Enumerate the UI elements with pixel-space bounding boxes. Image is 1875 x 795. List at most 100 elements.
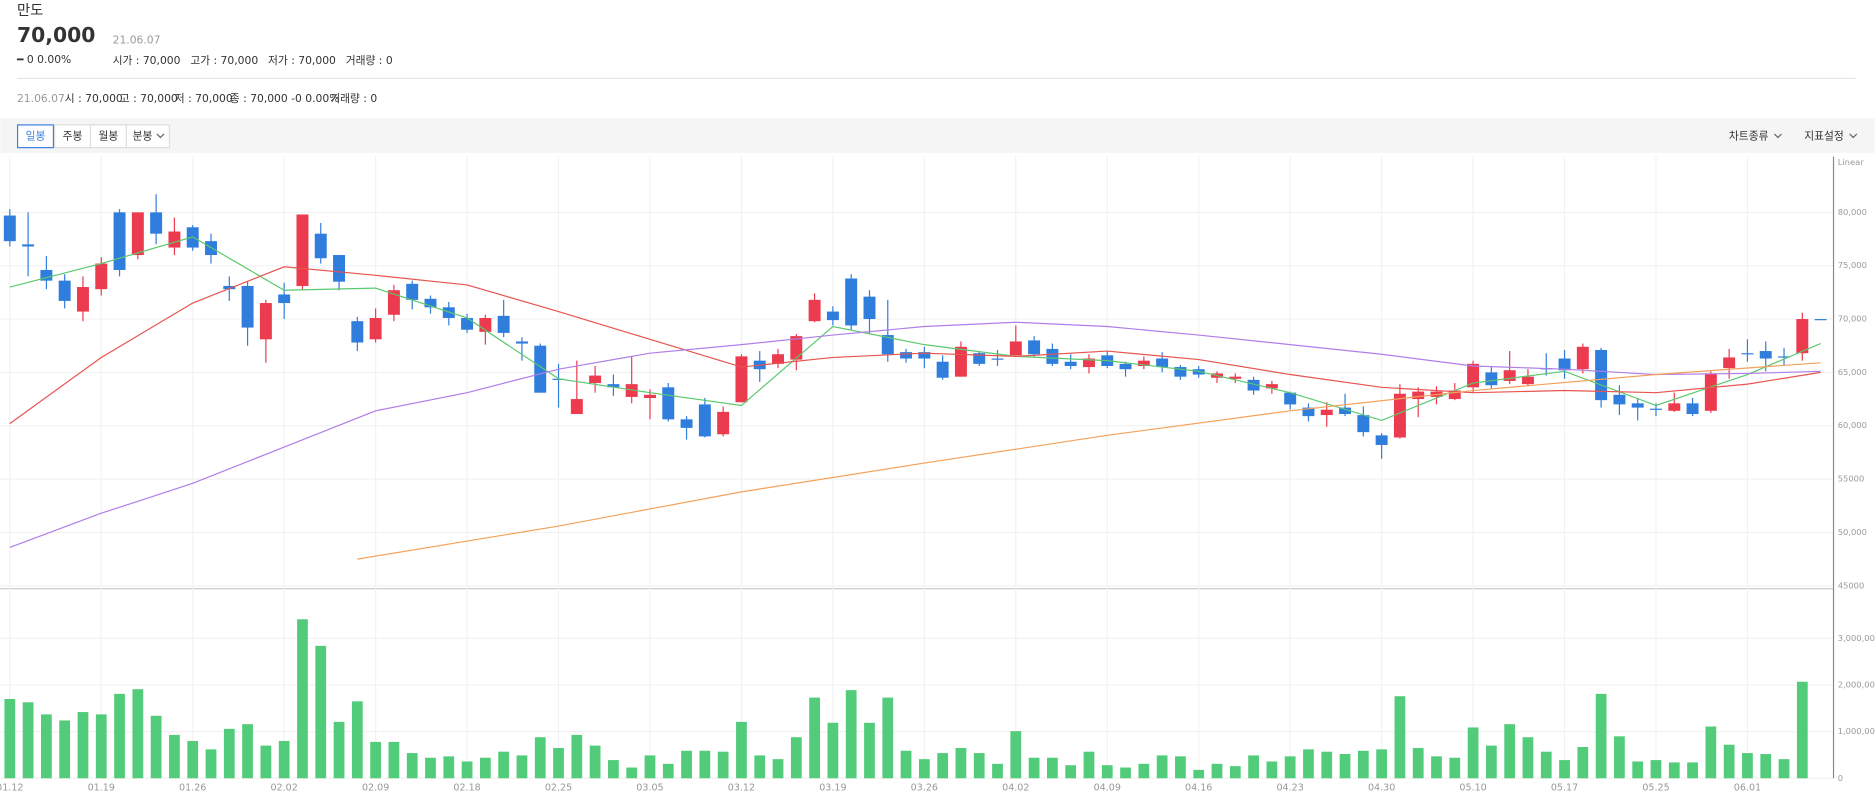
candle-body	[1393, 393, 1406, 438]
candle-body	[918, 352, 931, 359]
candle-body	[607, 384, 620, 388]
period-group	[54, 124, 170, 149]
volume-bar	[681, 750, 692, 779]
candle-body	[1778, 356, 1791, 358]
volume-bar	[278, 740, 290, 779]
volume-bar	[406, 753, 418, 779]
volume-bar	[1595, 693, 1607, 779]
x-tick-label: 04.23	[1276, 782, 1303, 793]
candle-body	[1650, 408, 1662, 410]
volume-bar	[534, 737, 546, 779]
volume-bar	[1321, 751, 1333, 779]
candle-body	[296, 214, 309, 286]
period-button[interactable]: 분봉	[133, 129, 153, 142]
candle-body	[241, 285, 254, 328]
volume-bar	[1559, 760, 1570, 779]
volume-bar	[1193, 769, 1205, 779]
volume-bar	[1742, 753, 1753, 779]
volume-bar	[1504, 724, 1516, 779]
volume-bar	[41, 714, 52, 779]
volume-bar	[242, 724, 253, 779]
volume-bar	[717, 751, 729, 779]
volume-bar	[809, 697, 820, 779]
candle-body	[95, 263, 108, 290]
volume-bar	[827, 722, 839, 779]
x-tick-label: 01.26	[179, 782, 206, 793]
candle-body	[1686, 403, 1699, 415]
volume-bar	[1010, 731, 1022, 779]
volume-bar	[1485, 745, 1497, 779]
x-tick-label: 04.09	[1094, 782, 1121, 793]
candle-body	[808, 299, 821, 322]
volume-bar	[699, 750, 711, 779]
menu-button[interactable]: 차트종류	[1729, 129, 1769, 142]
volume-bar	[1431, 756, 1442, 779]
volume-bar	[77, 712, 89, 779]
volume-bar	[22, 702, 34, 779]
volume-bar	[1339, 754, 1351, 779]
volume-bar	[1101, 765, 1113, 779]
y-tick-label: 45000	[1838, 580, 1865, 590]
price-date: 21.06.07	[113, 34, 161, 47]
x-tick-label: 02.09	[362, 782, 389, 793]
candle-body	[1174, 367, 1187, 377]
candle-body	[131, 212, 144, 256]
candle-body	[1759, 351, 1772, 359]
volume-bar	[790, 737, 802, 779]
volume-bar	[1687, 762, 1698, 779]
stock-price: 70,000	[17, 23, 95, 47]
toolbar	[0, 118, 1875, 154]
period-button[interactable]: 주봉	[63, 129, 83, 142]
candle-body	[1485, 372, 1498, 386]
candle-body	[1741, 353, 1754, 355]
volume-bar	[461, 761, 473, 779]
candle-body	[1796, 319, 1809, 354]
volume-bar	[626, 767, 638, 779]
period-button[interactable]: 월봉	[99, 129, 119, 142]
volume-bar	[1632, 761, 1644, 779]
x-tick-label: 05.25	[1642, 782, 1669, 793]
candle-body	[698, 404, 711, 437]
menu-button[interactable]: 지표설정	[1804, 129, 1844, 142]
volume-bar	[516, 755, 528, 779]
candle-body	[1009, 341, 1022, 356]
info-item: 거래량 : 0	[346, 54, 393, 67]
candle-body	[644, 394, 656, 399]
volume-bar	[169, 734, 180, 779]
candle-body	[1046, 348, 1059, 364]
candle-body	[826, 311, 839, 321]
volume-bar	[187, 740, 199, 779]
volume-bar	[1303, 749, 1314, 779]
candle-body	[662, 387, 675, 420]
volume-bar	[425, 757, 436, 779]
volume-bar	[1138, 763, 1150, 779]
volume-bar	[1449, 757, 1461, 779]
volume-bar	[1540, 751, 1552, 779]
period-button[interactable]	[16, 124, 55, 149]
candle-body	[113, 212, 126, 270]
volume-bar	[1705, 726, 1717, 779]
candle-body	[40, 269, 53, 281]
candle-body	[1412, 391, 1425, 400]
volume-bar	[882, 697, 894, 779]
summary-item: 고 : 70,000	[120, 92, 178, 105]
candle-body	[991, 358, 1004, 360]
volume-bar	[1248, 755, 1259, 779]
candle-body	[534, 345, 547, 393]
chevron	[156, 133, 165, 139]
candle-body	[680, 419, 693, 428]
volume-bar	[223, 728, 235, 779]
candle-body	[1448, 390, 1461, 400]
candle-body	[973, 353, 986, 364]
y-tick-label: 1,000,000	[1838, 726, 1875, 736]
volume-bar	[937, 753, 949, 779]
period-button[interactable]: 일봉	[26, 129, 46, 142]
candle-body	[1521, 376, 1534, 385]
candle-body	[1814, 319, 1827, 321]
candle-body	[259, 303, 272, 340]
volume-bar	[1394, 696, 1406, 779]
candle-body	[1357, 415, 1370, 433]
volume-bar	[553, 747, 564, 779]
candle-body	[497, 315, 510, 333]
summary-item: 저 : 70,000	[175, 92, 233, 105]
